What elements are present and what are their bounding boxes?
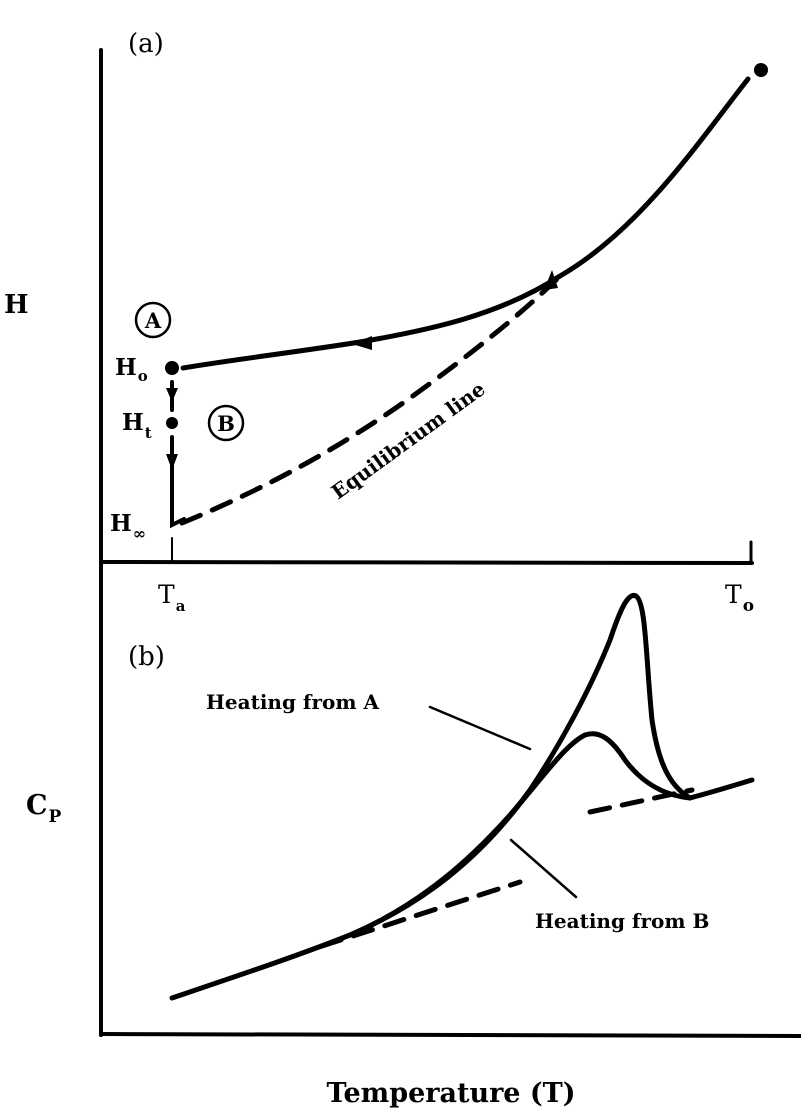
equilibrium-line-label: Equilibrium line: [327, 377, 490, 504]
panel-b-label: (b): [128, 642, 165, 672]
state-b-circle: [207, 404, 245, 442]
arrow-cooling-icon: [352, 336, 372, 350]
panel-a-plot: [170, 76, 751, 529]
hinf-label: H∞: [110, 510, 146, 543]
ht-label: Ht: [122, 409, 152, 442]
isothermal-annealing-line: [170, 380, 186, 529]
panel-divider-x-axis-a: [99, 560, 754, 565]
y-axis-label-cp: CP: [26, 790, 62, 827]
state-a-circle: [134, 301, 172, 339]
arrow-down-ht-hinf-icon: [166, 454, 178, 470]
leader-heating-from-a: [428, 705, 532, 751]
heating-from-b-curve: [347, 731, 693, 938]
heating-from-b-label: Heating from B: [535, 909, 709, 933]
heating-from-a-label: Heating from A: [206, 690, 380, 714]
tick-label-ta: Ta: [158, 580, 186, 615]
y-axis-label-h: H: [4, 290, 29, 320]
state-a-badge: A: [134, 301, 172, 339]
state-b-label: B: [217, 411, 235, 436]
point-ht: [166, 417, 178, 429]
x-axis-label: Temperature (T): [326, 1078, 575, 1109]
glass-cp-extrapolation: [319, 879, 523, 949]
liquid-cp-extrapolation: [587, 787, 695, 815]
axes: [99, 48, 801, 1038]
leader-heating-from-b: [509, 838, 578, 899]
h0-label: Ho: [115, 354, 148, 385]
arrow-up-equilibrium-icon: [544, 270, 558, 290]
cooling-curve: [180, 76, 751, 371]
panel-a-label: (a): [128, 29, 164, 59]
arrow-down-h0-ht-icon: [166, 388, 178, 402]
state-a-label: A: [144, 308, 162, 333]
start-point-to: [754, 63, 768, 77]
equilibrium-line: [179, 275, 561, 526]
state-b-badge: B: [207, 404, 245, 442]
panel-a-markers: [165, 63, 768, 470]
tick-label-to: To: [725, 580, 754, 616]
panel-b-plot: [169, 593, 755, 1001]
x-axis-b: [99, 1032, 801, 1038]
point-h0: [165, 361, 179, 375]
